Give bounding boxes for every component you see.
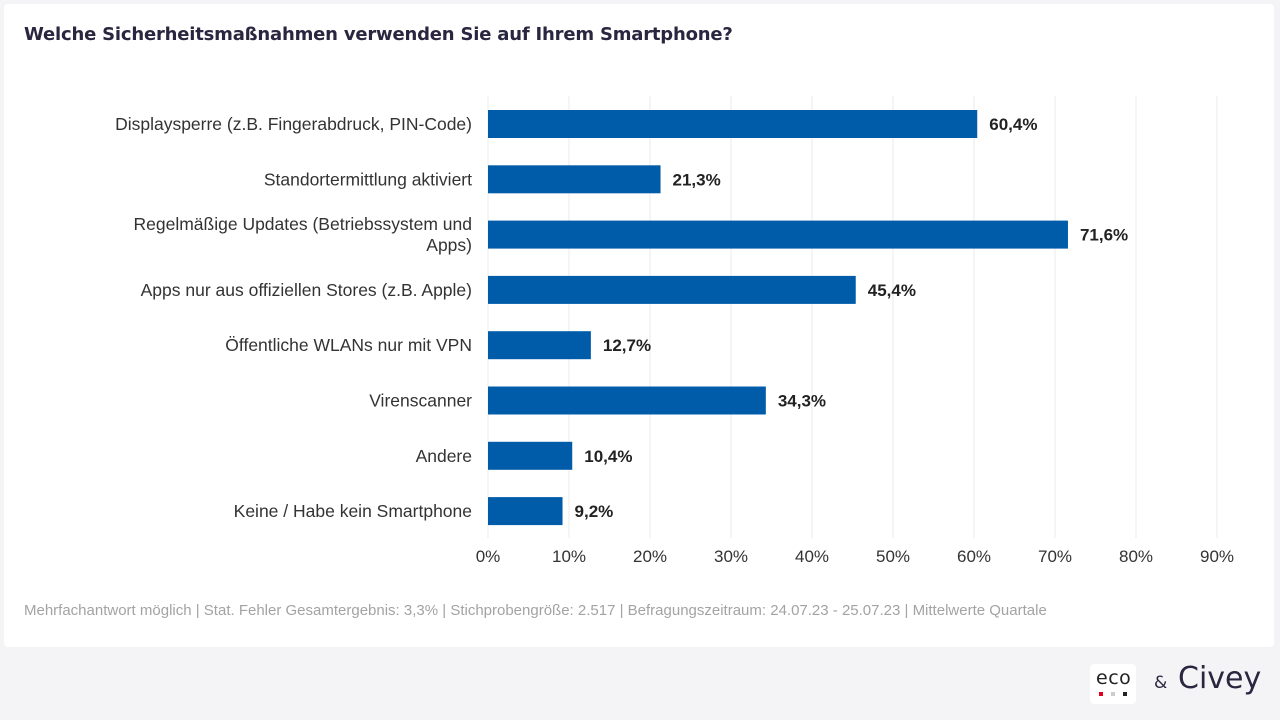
- bars: [488, 110, 1068, 526]
- value-label: 10,4%: [584, 447, 632, 466]
- eco-logo: eco: [1090, 664, 1136, 704]
- x-tick-label: 60%: [957, 547, 991, 566]
- category-label: Regelmäßige Updates (Betriebssystem und: [134, 214, 473, 234]
- x-tick-label: 70%: [1038, 547, 1072, 566]
- category-label: Keine / Habe kein Smartphone: [234, 501, 472, 521]
- bar-chart: Displaysperre (z.B. Fingerabdruck, PIN-C…: [115, 96, 1234, 566]
- category-label: Virenscanner: [369, 391, 472, 411]
- value-label: 60,4%: [989, 115, 1037, 134]
- value-label: 45,4%: [868, 281, 916, 300]
- category-labels: Displaysperre (z.B. Fingerabdruck, PIN-C…: [115, 114, 472, 521]
- eco-dot-grey: [1111, 692, 1115, 696]
- category-label: Andere: [416, 446, 472, 466]
- x-tick-label: 40%: [795, 547, 829, 566]
- bar: [488, 386, 766, 415]
- x-tick-label: 20%: [633, 547, 667, 566]
- value-label: 71,6%: [1080, 226, 1128, 245]
- bar: [488, 497, 563, 526]
- bar: [488, 165, 661, 194]
- bar: [488, 331, 591, 360]
- eco-logo-text: eco: [1096, 667, 1132, 689]
- value-labels: 60,4% 21,3% 71,6% 45,4% 12,7% 34,3% 10,4% 9,2%: [575, 115, 1129, 521]
- gridlines: [487, 96, 1218, 538]
- value-label: 21,3%: [673, 170, 721, 189]
- category-label: Öffentliche WLANs nur mit VPN: [225, 335, 472, 355]
- x-tick-label: 50%: [876, 547, 910, 566]
- x-tick-label: 80%: [1119, 547, 1153, 566]
- category-label: Apps nur aus offiziellen Stores (z.B. Ap…: [141, 280, 472, 300]
- eco-dot-red: [1099, 692, 1103, 696]
- ampersand: &: [1154, 673, 1168, 693]
- x-tick-label: 10%: [552, 547, 586, 566]
- bar: [488, 275, 856, 304]
- bar: [488, 110, 978, 138]
- civey-logo: Civey: [1178, 661, 1262, 696]
- footer: [0, 648, 1280, 720]
- eco-dot-black: [1123, 692, 1127, 696]
- x-tick-label: 0%: [476, 547, 501, 566]
- value-label: 12,7%: [603, 336, 651, 355]
- x-tick-label: 90%: [1200, 547, 1234, 566]
- chart-title: Welche Sicherheitsmaßnahmen verwenden Si…: [24, 24, 733, 45]
- bar: [488, 220, 1068, 249]
- x-tick-label: 30%: [714, 547, 748, 566]
- x-axis-ticks: 0% 10% 20% 30% 40% 50% 60% 70% 80% 90%: [476, 547, 1234, 566]
- value-label: 34,3%: [778, 392, 826, 411]
- value-label: 9,2%: [575, 502, 614, 521]
- bar: [488, 441, 573, 470]
- category-label: Apps): [426, 235, 472, 255]
- footnote: Mehrfachantwort möglich | Stat. Fehler G…: [24, 602, 1047, 619]
- category-label: Displaysperre (z.B. Fingerabdruck, PIN-C…: [115, 114, 472, 134]
- category-label: Standortermittlung aktiviert: [264, 169, 472, 189]
